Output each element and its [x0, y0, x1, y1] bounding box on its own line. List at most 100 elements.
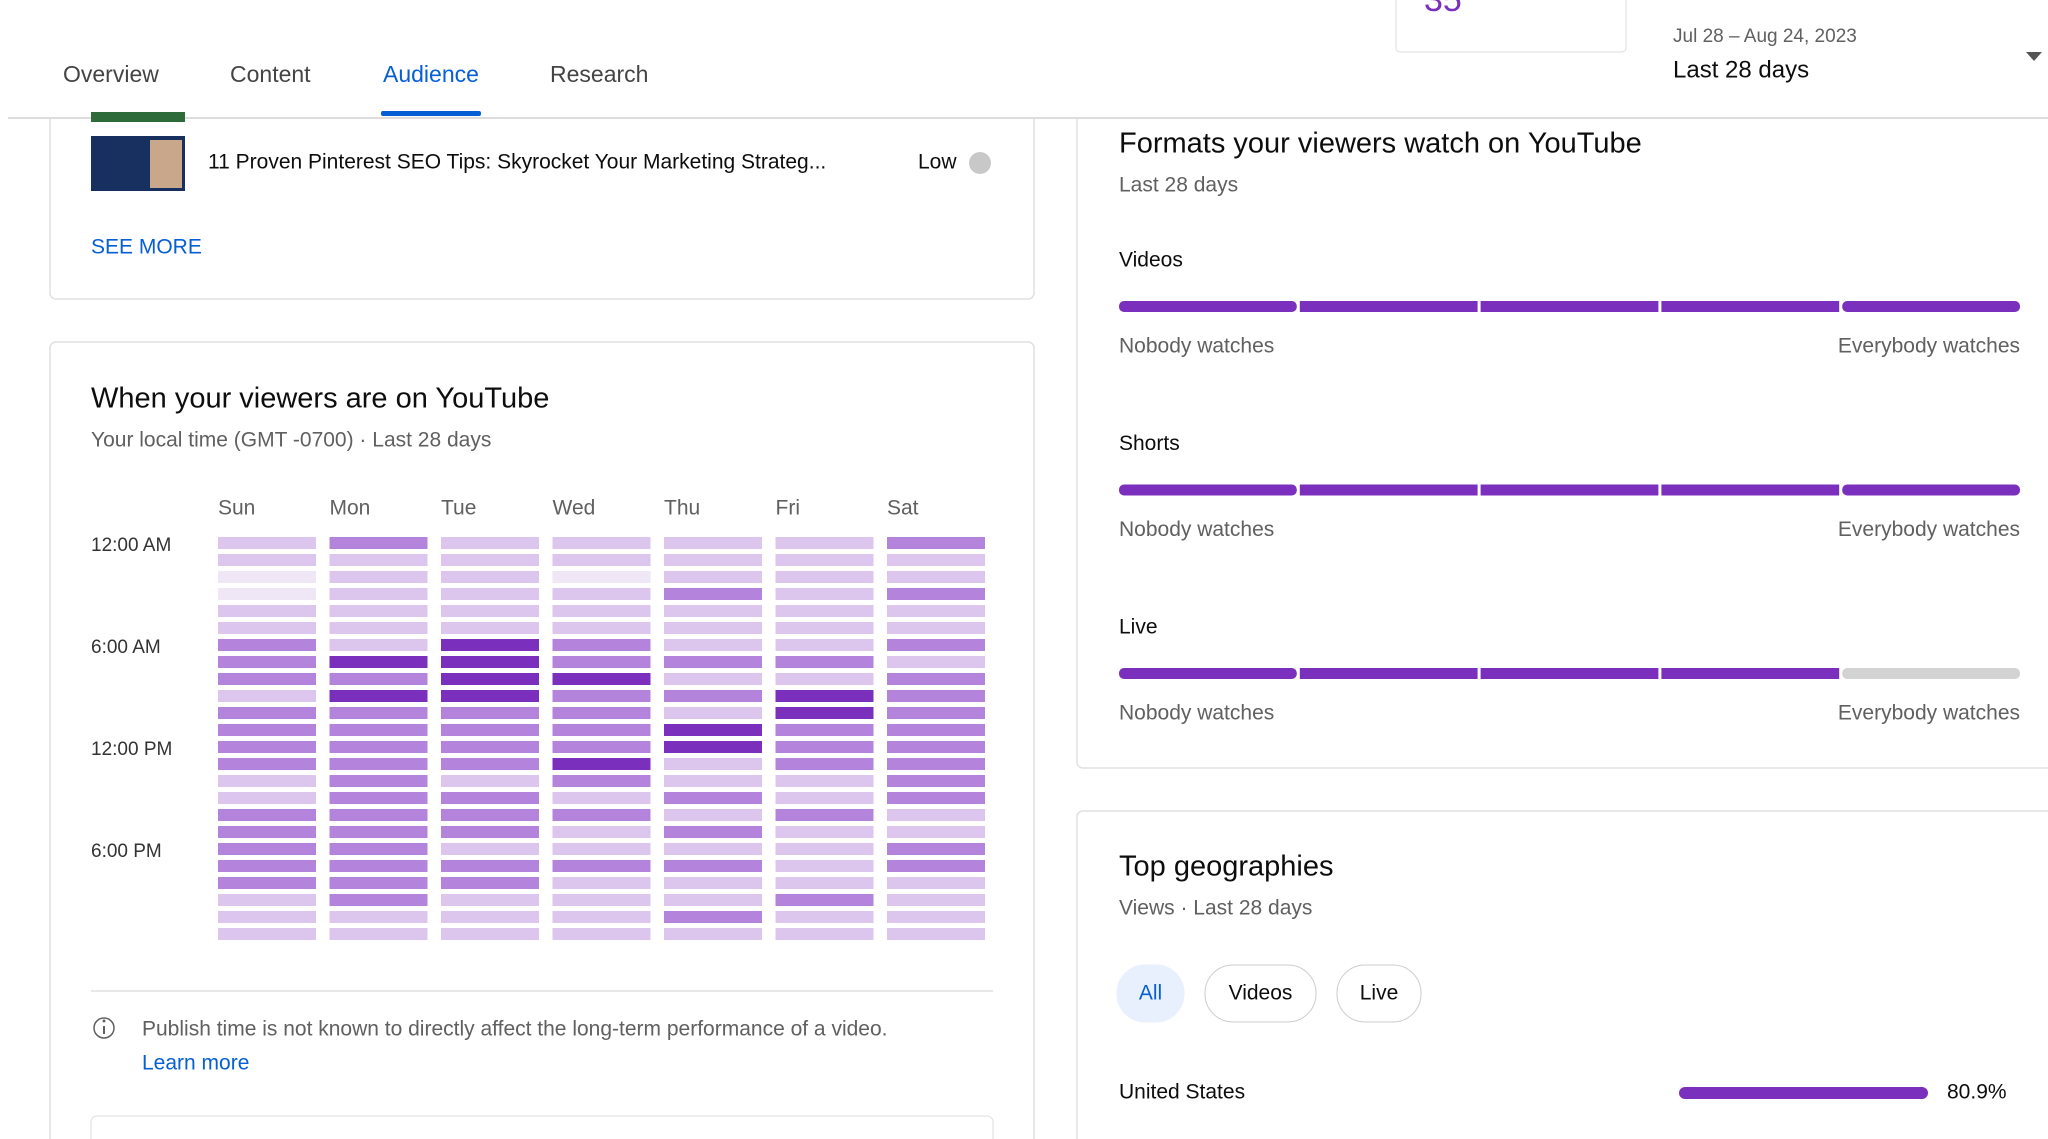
tab[interactable]: Overview [63, 61, 159, 87]
geo-value: 80.9% [1947, 1081, 2007, 1104]
format-segment [1842, 484, 2020, 496]
geographies: All Videos Live United States 80.9% [1116, 964, 2007, 1104]
format-segment [1480, 301, 1659, 312]
learn-more[interactable]: Learn more [142, 1052, 249, 1075]
heatmap-cell [218, 877, 316, 889]
heatmap-cell [887, 656, 985, 668]
filter-chip[interactable] [1116, 964, 1185, 1023]
time-label: 12:00 PM [91, 739, 172, 760]
metric-card[interactable] [1395, 0, 1627, 53]
heatmap-cell [775, 792, 874, 804]
heatmap-cell [329, 741, 428, 753]
heatmap-cell [218, 911, 316, 923]
heatmap-cell [552, 860, 651, 872]
card-subtitle: Views · Last 28 days [1119, 897, 1312, 920]
heatmap-cell [552, 826, 651, 838]
format-segment [1661, 301, 1840, 312]
heatmap-cell [552, 809, 651, 821]
heatmap: Sun Mon Tue Wed Thu Fri Sat 12:00 AM 6:00 AM 12:0… [91, 497, 985, 940]
tab[interactable]: Audience [383, 61, 479, 87]
heatmap-cell [329, 894, 428, 906]
heatmap-cell [775, 605, 874, 617]
heatmap-cell [775, 911, 874, 923]
heatmap-cell [664, 656, 762, 668]
metric-value: 35 [1424, 0, 1462, 19]
heatmap-cell [552, 639, 651, 651]
box [90, 1115, 994, 1139]
header [0, 0, 2048, 118]
heatmap-cell [887, 571, 985, 583]
level-icon [969, 152, 991, 174]
heatmap-cell [664, 928, 762, 940]
video-title[interactable]: 11 Proven Pinterest SEO Tips: Skyrocket … [208, 151, 826, 174]
period[interactable]: Last 28 days [1673, 56, 1809, 83]
heatmap-cell [775, 775, 874, 787]
heatmap-cell [552, 554, 651, 566]
heatmap-cell [552, 588, 651, 600]
thumbnail-person [150, 140, 182, 188]
heatmap-cell [329, 571, 428, 583]
heatmap-cell [664, 622, 762, 634]
filter-label[interactable]: Live [1360, 982, 1399, 1005]
heatmap-cell [329, 554, 428, 566]
format-segment [1299, 301, 1478, 312]
heatmap-cell [441, 877, 539, 889]
heatmap-cell [664, 741, 762, 753]
heatmap-cell [887, 894, 985, 906]
heatmap-cell [664, 843, 762, 855]
heatmap-cell [329, 843, 428, 855]
heatmap-cell [329, 588, 428, 600]
heatmap-cell [887, 775, 985, 787]
filter-label[interactable]: Videos [1229, 982, 1293, 1005]
heatmap-cell [664, 690, 762, 702]
heatmap-cell [329, 639, 428, 651]
heatmap-cell [887, 673, 985, 685]
info-icon [102, 1019, 106, 1023]
heatmap-cell [664, 826, 762, 838]
heatmap-cell [329, 911, 428, 923]
heatmap-cell [887, 843, 985, 855]
date-range: Jul 28 – Aug 24, 2023 [1673, 26, 1857, 47]
format-segment [1299, 484, 1478, 496]
heatmap-cell [441, 622, 539, 634]
filter-label[interactable]: All [1139, 982, 1162, 1005]
heatmap-cell [664, 724, 762, 736]
heatmap-cell [887, 758, 985, 770]
heatmap-cell [887, 537, 985, 549]
heatmap-cell [887, 554, 985, 566]
format-segment [1119, 301, 1297, 312]
thumbnail[interactable] [91, 112, 185, 122]
heatmap-cell [664, 605, 762, 617]
heatmap-cell [441, 605, 539, 617]
heatmap-cell [441, 911, 539, 923]
format-segment [1842, 301, 2020, 312]
heatmap-cell [887, 928, 985, 940]
active-tab-underline [381, 111, 481, 116]
filter-chip[interactable] [1336, 964, 1422, 1023]
heatmap-cell [218, 554, 316, 566]
heatmap-cell [218, 673, 316, 685]
format-segment [1661, 668, 1840, 679]
time-label: 12:00 AM [91, 535, 171, 556]
heatmap-cell [441, 758, 539, 770]
filter-chip[interactable] [1204, 964, 1317, 1023]
geographies-card [1076, 810, 2048, 1139]
heatmap-cell [441, 554, 539, 566]
see-more[interactable]: SEE MORE [91, 236, 202, 259]
heatmap-cell [775, 843, 874, 855]
heatmap-cell [887, 724, 985, 736]
heatmap-cell [218, 928, 316, 940]
heatmap-cell [441, 894, 539, 906]
tab[interactable]: Research [550, 61, 648, 87]
heatmap-cell [218, 792, 316, 804]
heatmap-cell [441, 707, 539, 719]
heatmap-cell [552, 537, 651, 549]
heatmap-cell [775, 741, 874, 753]
dropdown-arrow[interactable] [2026, 52, 2042, 61]
heatmap-cell [218, 622, 316, 634]
tab[interactable]: Content [230, 61, 311, 87]
heatmap-cell [329, 928, 428, 940]
heatmap-cell [218, 605, 316, 617]
heatmap-cell [329, 656, 428, 668]
